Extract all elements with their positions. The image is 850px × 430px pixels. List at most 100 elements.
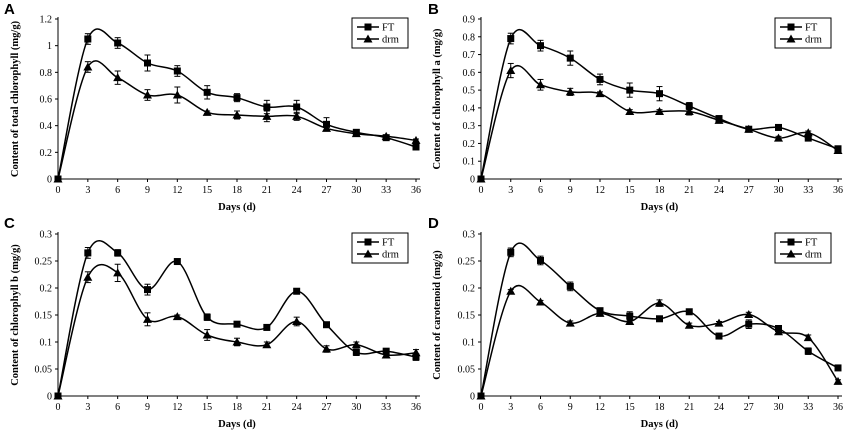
- data-point-drm: [595, 308, 605, 317]
- data-point-drm: [684, 106, 694, 115]
- data-point-drm: [774, 133, 783, 142]
- legend-label-drm: drm: [805, 250, 822, 261]
- data-point-drm: [684, 320, 694, 329]
- y-tick-label: 0: [47, 392, 52, 403]
- legend-marker-drm: [363, 249, 373, 258]
- data-point-ft: [203, 313, 211, 321]
- x-tick-label: 24: [292, 185, 302, 196]
- data-point-drm: [262, 340, 272, 349]
- x-tick-label: 36: [411, 185, 421, 196]
- data-point-ft: [656, 315, 663, 323]
- x-tick-label: 36: [833, 185, 843, 196]
- x-tick-label: 12: [172, 185, 182, 196]
- data-point-ft: [656, 90, 663, 98]
- data-point-ft: [412, 353, 420, 361]
- y-tick-label: 0.25: [35, 257, 53, 268]
- data-point-drm: [536, 297, 545, 306]
- y-tick-label: 0.25: [458, 257, 476, 268]
- data-point-drm: [655, 298, 664, 307]
- x-tick-label: 6: [115, 402, 120, 413]
- legend-marker-drm: [363, 34, 373, 43]
- data-point-drm: [714, 318, 724, 327]
- x-tick-label: 27: [322, 402, 332, 413]
- legend-label-drm: drm: [805, 35, 822, 46]
- y-tick-label: 0.7: [463, 50, 476, 61]
- x-tick-label: 21: [262, 185, 272, 196]
- x-tick-label: 33: [803, 185, 813, 196]
- data-point-drm: [476, 391, 486, 400]
- x-axis-label: Days (d): [641, 419, 679, 430]
- x-tick-label: 21: [684, 185, 694, 196]
- data-point-drm: [292, 316, 302, 325]
- y-tick-label: 0.4: [463, 103, 476, 114]
- x-tick-label: 9: [568, 185, 573, 196]
- y-tick-label: 0.6: [463, 68, 476, 79]
- x-tick-label: 3: [508, 185, 513, 196]
- data-point-drm: [714, 115, 724, 124]
- legend-label-ft: FT: [382, 238, 395, 249]
- legend-box: [351, 232, 409, 264]
- legend-marker-ft: [364, 23, 372, 31]
- legend-marker-drm: [786, 249, 796, 258]
- x-tick-label: 12: [595, 402, 605, 413]
- y-tick-label: 0.2: [463, 284, 476, 295]
- data-point-drm: [565, 87, 575, 96]
- x-tick-label: 21: [262, 402, 272, 413]
- data-point-drm: [83, 62, 93, 71]
- y-tick-label: 0.1: [463, 157, 476, 168]
- legend-label-drm: drm: [382, 35, 399, 46]
- series-line-drm: [480, 64, 839, 180]
- data-point-ft: [804, 134, 812, 142]
- x-tick-label: 9: [145, 402, 150, 413]
- y-tick-label: 0.05: [458, 365, 476, 376]
- x-tick-label: 27: [322, 185, 332, 196]
- data-point-drm: [262, 111, 272, 120]
- data-point-drm: [744, 124, 754, 133]
- x-tick-label: 15: [625, 185, 635, 196]
- y-tick-label: 0.2: [40, 148, 53, 159]
- data-point-drm: [381, 350, 391, 359]
- y-tick-label: 0.3: [463, 230, 476, 241]
- data-point-ft: [323, 321, 330, 329]
- data-point-ft: [173, 67, 181, 75]
- data-point-drm: [411, 348, 421, 357]
- legend-box: [774, 232, 832, 264]
- x-tick-label: 0: [479, 402, 484, 413]
- x-tick-label: 0: [56, 185, 61, 196]
- data-point-drm: [172, 312, 182, 321]
- data-point-ft: [114, 249, 122, 257]
- panel-a: 00.20.40.60.811.20 3 6 9 12 15 18 21 24 27 30 33 36D…: [4, 1, 421, 213]
- data-point-ft: [412, 143, 420, 151]
- x-tick-label: 27: [744, 185, 754, 196]
- data-point-drm: [113, 73, 123, 82]
- data-point-ft: [173, 258, 181, 266]
- legend-marker-drm: [786, 34, 796, 43]
- y-axis-label: Content of total chlorophyll (mg/g): [10, 20, 21, 177]
- x-tick-label: 3: [85, 402, 90, 413]
- data-point-ft: [233, 94, 241, 102]
- data-point-drm: [232, 337, 242, 346]
- series-line-ft: [57, 28, 417, 180]
- data-point-drm: [351, 340, 361, 349]
- legend-marker-ft: [787, 23, 795, 31]
- panel-letter: B: [428, 1, 439, 18]
- x-tick-label: 24: [292, 402, 302, 413]
- data-point-drm: [536, 80, 545, 89]
- data-point-drm: [655, 106, 664, 115]
- data-point-drm: [322, 123, 331, 132]
- x-tick-label: 6: [538, 185, 543, 196]
- data-point-ft: [596, 75, 604, 83]
- data-point-ft: [144, 286, 151, 294]
- y-tick-label: 0: [470, 392, 475, 403]
- legend-box: [774, 17, 832, 49]
- data-point-drm: [53, 391, 63, 400]
- y-tick-label: 0: [470, 175, 475, 186]
- data-point-ft: [144, 59, 151, 67]
- x-tick-label: 27: [744, 402, 754, 413]
- data-point-drm: [744, 309, 754, 318]
- data-point-drm: [833, 376, 843, 385]
- x-tick-label: 36: [833, 402, 843, 413]
- x-tick-label: 24: [714, 185, 724, 196]
